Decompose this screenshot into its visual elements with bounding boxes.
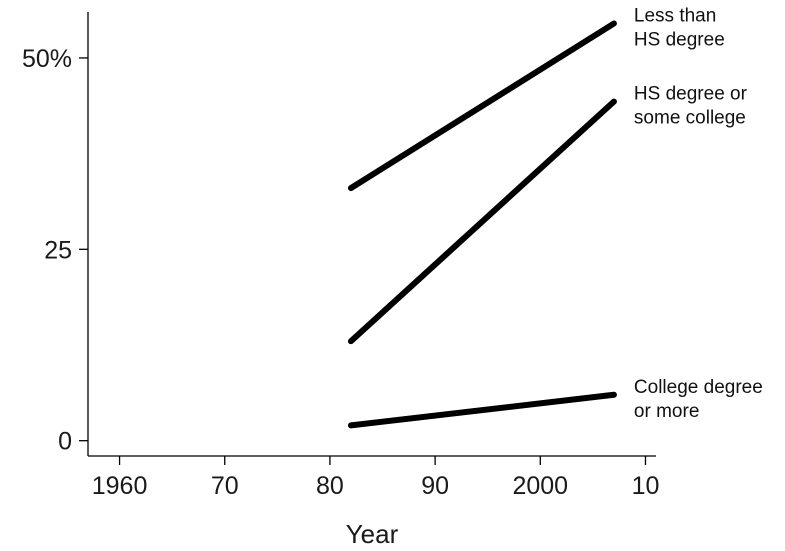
x-tick-label: 1960: [92, 472, 148, 500]
series-label: some college: [634, 108, 746, 129]
x-tick-label: 80: [316, 472, 344, 500]
y-tick-label: 50%: [22, 45, 72, 73]
series-label: Less than: [634, 5, 716, 26]
series-label: HS degree: [634, 29, 725, 50]
series-label: College degree: [634, 377, 763, 398]
x-tick-label: 10: [632, 472, 660, 500]
y-tick-label: 0: [58, 428, 72, 456]
x-tick-label: 2000: [512, 472, 568, 500]
y-tick-label: 25: [44, 236, 72, 264]
x-axis-title: Year: [346, 519, 399, 549]
series-line: [347, 98, 617, 345]
plot-area: 1960 70 80 90 2000 10 0 25 50% Less than HS degree…: [22, 5, 763, 500]
series-label: HS degree or: [634, 84, 748, 105]
series-line: [347, 20, 617, 192]
series-line: [347, 391, 617, 429]
x-tick-label: 90: [421, 472, 449, 500]
series-label: or more: [634, 401, 699, 422]
x-tick-label: 70: [211, 472, 239, 500]
